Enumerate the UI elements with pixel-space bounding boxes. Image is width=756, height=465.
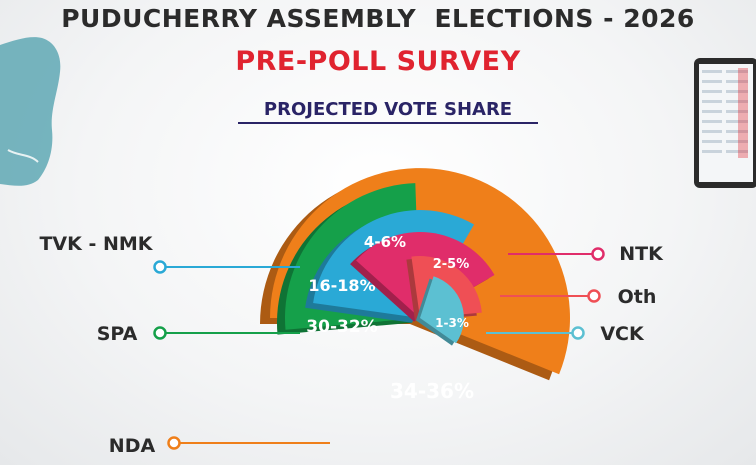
leader-dot-ntk	[591, 247, 605, 261]
leader-dot-tvk-nmk	[153, 260, 167, 274]
data-label-spa: 30-32%	[306, 317, 377, 337]
legend-label-oth: Oth	[618, 286, 657, 308]
legend-label-tvk-nmk: TVK - NMK	[39, 233, 153, 255]
data-label-vck: 1-3%	[435, 316, 469, 330]
page-title: PUDUCHERRY ASSEMBLY ELECTIONS - 2026	[61, 4, 695, 33]
tablet-illustration	[694, 58, 756, 188]
leader-dot-spa	[153, 326, 167, 340]
leader-dot-nda	[167, 436, 181, 450]
leader-dot-oth	[587, 289, 601, 303]
legend-label-ntk: NTK	[619, 243, 664, 265]
leader-dot-vck	[571, 326, 585, 340]
section-title: PROJECTED VOTE SHARE	[238, 99, 538, 124]
data-label-ntk: 4-6%	[364, 233, 406, 251]
legend-label-vck: VCK	[600, 323, 645, 345]
legend-label-spa: SPA	[97, 323, 138, 345]
data-label-nda: 34-36%	[390, 379, 474, 403]
data-label-oth: 2-5%	[433, 257, 470, 272]
legend-label-nda: NDA	[109, 435, 156, 457]
map-illustration	[0, 37, 61, 186]
slice-vck	[420, 276, 464, 344]
data-label-tvk-nmk: 16-18%	[308, 276, 375, 295]
page-subtitle: PRE-POLL SURVEY	[235, 46, 521, 77]
